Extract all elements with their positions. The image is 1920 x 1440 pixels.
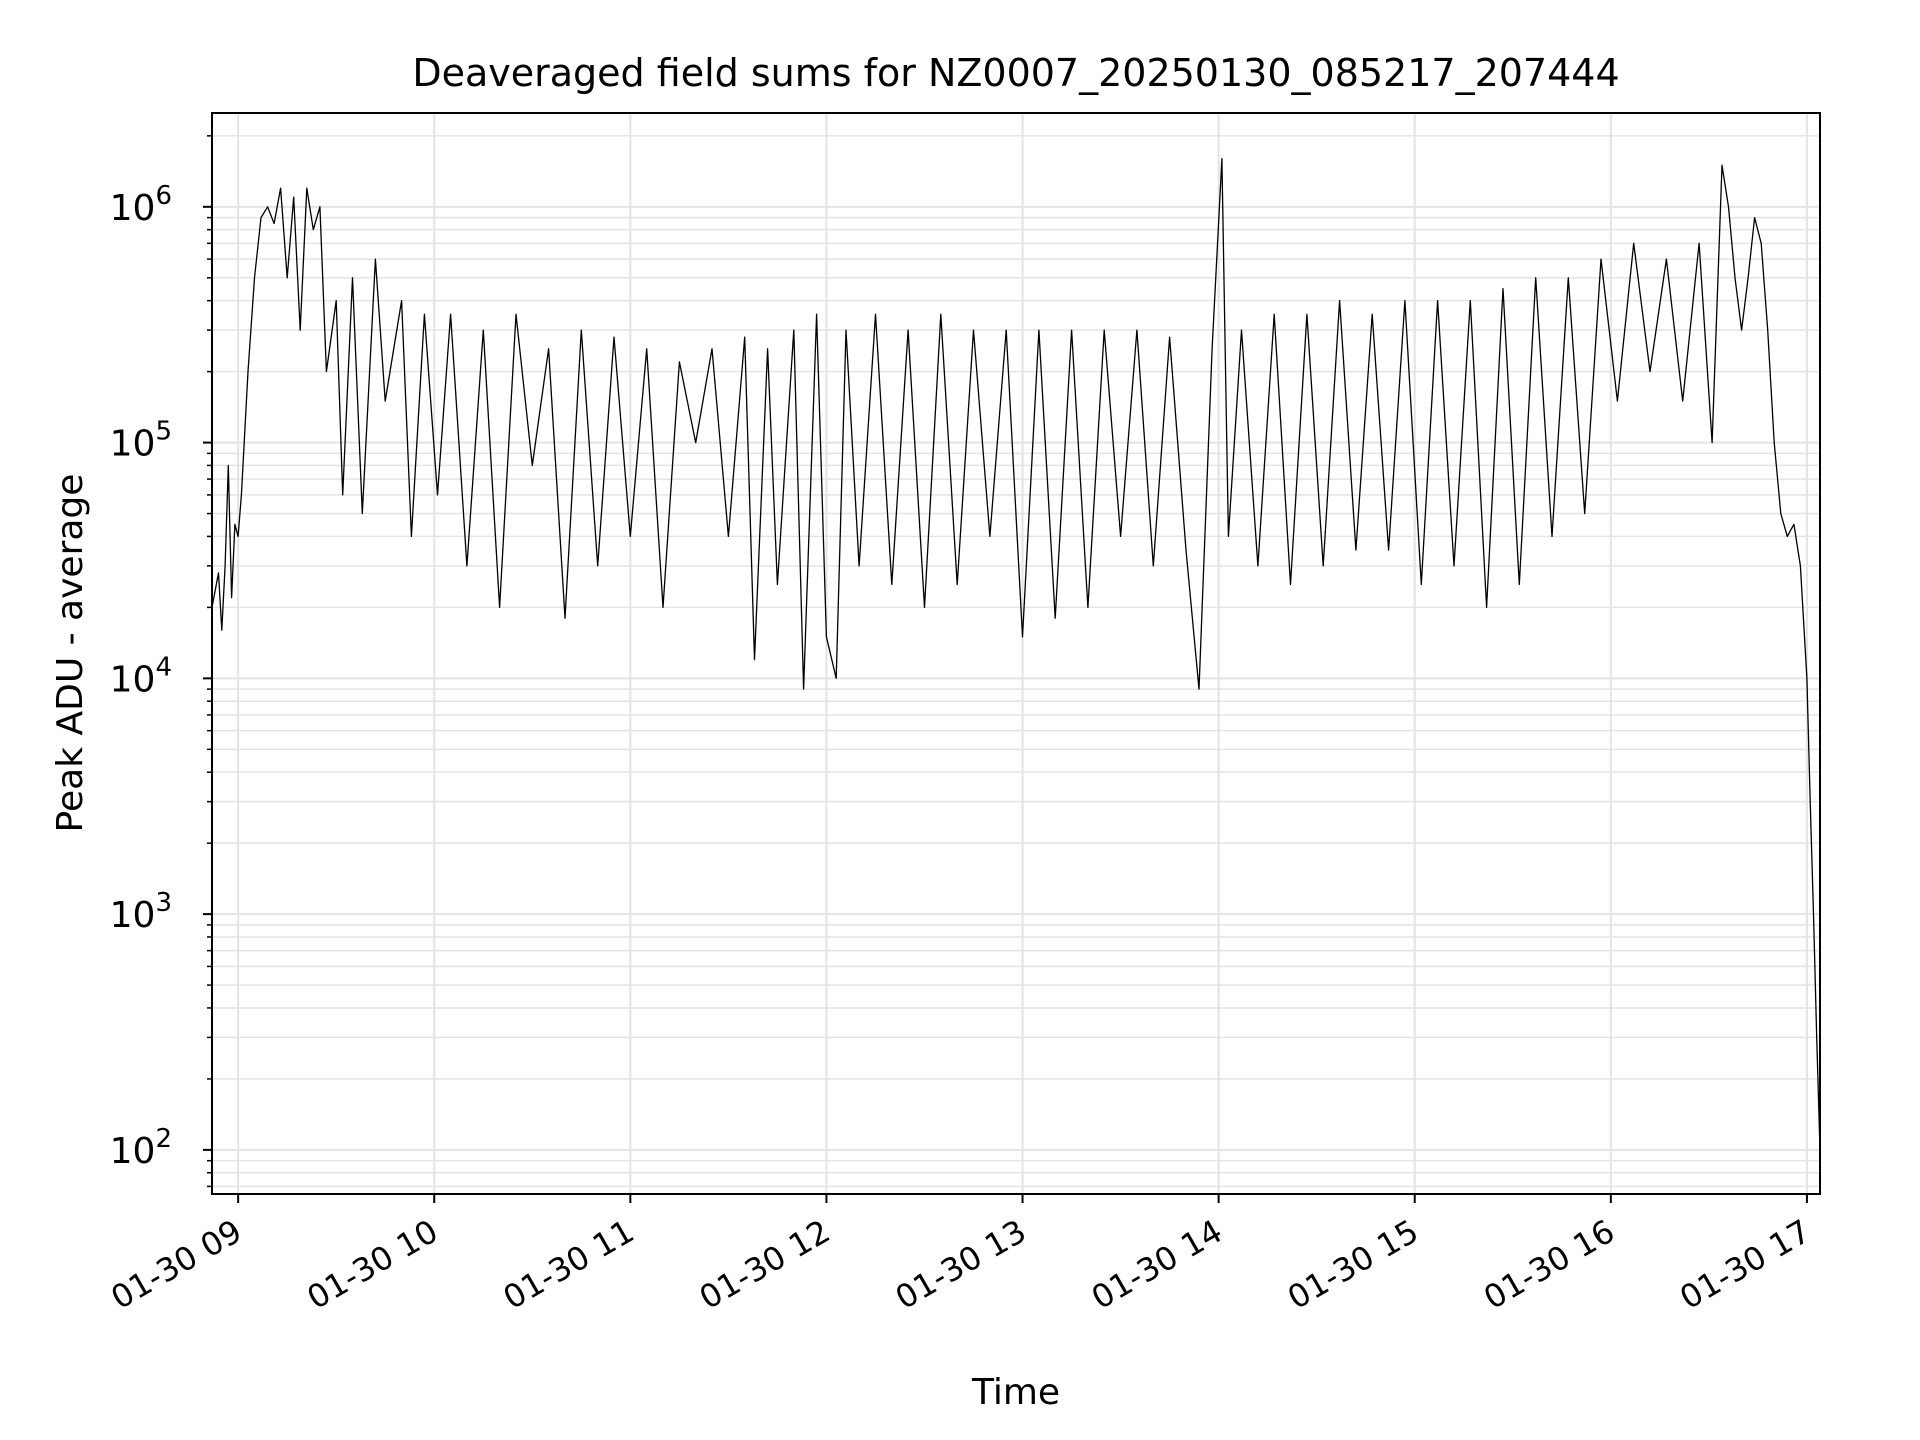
y-tick-label: 102 [110,1124,172,1172]
y-tick-label: 106 [110,181,172,229]
y-axis: 102 103 104 105 106 [110,135,212,1188]
plot-frame [211,112,1821,1195]
series-line [211,158,1821,1150]
y-tick-label: 105 [110,417,172,465]
x-axis-label: Time [971,1372,1060,1413]
y-axis-label: Peak ADU - average [50,474,91,833]
y-tick-label: 104 [110,652,172,700]
grid [212,113,1820,1194]
chart-title: Deaveraged field sums for NZ0007_2025013… [412,51,1619,95]
y-tick-label: 103 [110,888,172,936]
series-layer [211,158,1821,1150]
